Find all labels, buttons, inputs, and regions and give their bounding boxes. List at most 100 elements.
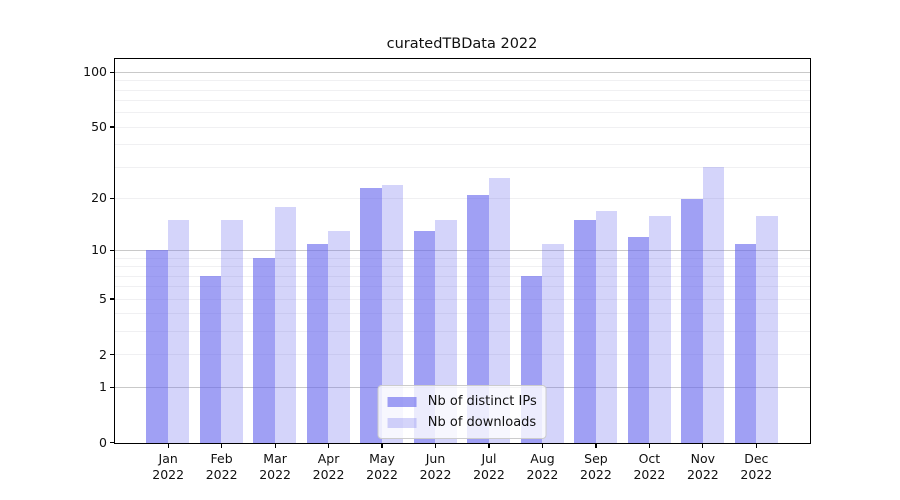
x-tick-mark xyxy=(648,444,650,448)
x-axis-tick-label-line: Jan xyxy=(158,451,178,466)
gridline-minor xyxy=(114,80,810,82)
y-tick-mark xyxy=(109,386,114,388)
y-tick-mark xyxy=(109,126,114,128)
x-tick-mark xyxy=(541,444,544,448)
legend-item: Nb of distinct IPs xyxy=(387,391,537,412)
bar-distinct-ips xyxy=(360,187,382,443)
x-axis-tick-label: Jul 2022 xyxy=(473,451,505,483)
bar-downloads xyxy=(381,184,404,443)
legend-label: Nb of downloads xyxy=(427,415,537,430)
y-axis-tick-label: 2 xyxy=(99,346,107,362)
x-axis-tick-label: Jan 2022 xyxy=(152,451,184,483)
bar-distinct-ips xyxy=(306,243,329,443)
legend-swatch-distinct-ips xyxy=(387,396,417,407)
x-axis-tick-label: Apr 2022 xyxy=(313,451,345,483)
gridline-major xyxy=(114,72,810,73)
x-axis-tick-label-line: 2022 xyxy=(633,467,666,482)
x-axis-tick-label: May 2022 xyxy=(366,451,398,483)
bar-distinct-ips xyxy=(734,243,757,443)
legend-label: Nb of distinct IPs xyxy=(427,394,537,409)
y-axis-tick-label: 5 xyxy=(99,290,107,306)
gridline-minor xyxy=(114,89,810,91)
x-axis-tick-label-line: Mar xyxy=(263,451,287,466)
x-axis-tick-label-line: Oct xyxy=(638,451,661,466)
bar-downloads xyxy=(595,210,618,443)
x-axis-tick-label-line: Jun xyxy=(425,451,446,466)
bar-downloads xyxy=(756,215,778,443)
x-tick-mark xyxy=(167,444,169,448)
gridline-minor xyxy=(114,266,810,268)
gridline-minor xyxy=(114,286,810,288)
x-tick-mark xyxy=(595,444,597,448)
chart-title: curatedTBData 2022 xyxy=(386,36,538,52)
x-axis-tick-label-line: Aug xyxy=(530,451,555,466)
bar-downloads xyxy=(167,220,190,443)
x-axis-tick-label-line: 2022 xyxy=(205,467,238,482)
gridline-minor xyxy=(114,257,810,259)
x-axis-tick-label-line: Nov xyxy=(690,451,716,466)
x-axis-tick-label-line: 2022 xyxy=(419,467,452,482)
y-tick-mark xyxy=(109,71,114,73)
x-axis-tick-label-line: Feb xyxy=(210,451,233,466)
x-tick-mark xyxy=(381,444,383,448)
gridline-minor xyxy=(114,166,810,168)
y-tick-mark xyxy=(109,298,114,300)
x-axis-tick-label-line: Apr xyxy=(317,451,340,466)
x-axis-tick-label-line: 2022 xyxy=(740,467,773,482)
x-axis-tick-label-line: Dec xyxy=(744,451,769,466)
x-axis-tick-label-line: 2022 xyxy=(366,467,398,482)
x-axis-tick-label-line: 2022 xyxy=(312,467,345,482)
bar-downloads xyxy=(542,243,564,443)
legend-item: Nb of downloads xyxy=(387,412,537,433)
bar-downloads xyxy=(328,231,350,443)
y-axis-tick-label: 100 xyxy=(83,64,107,80)
y-axis-tick-label: 50 xyxy=(91,119,107,135)
bar-distinct-ips xyxy=(467,194,489,443)
x-axis-tick-label-line: 2022 xyxy=(473,467,505,482)
x-tick-mark xyxy=(488,444,490,448)
x-tick-mark xyxy=(702,444,704,448)
x-axis-tick-label: Nov 2022 xyxy=(687,451,719,483)
x-axis-tick-label-line: 2022 xyxy=(526,467,559,482)
gridline-minor xyxy=(114,126,810,128)
y-axis-tick-label: 10 xyxy=(91,242,107,258)
x-axis-tick-label: Dec 2022 xyxy=(740,451,772,483)
y-tick-mark xyxy=(109,249,114,251)
bar-distinct-ips xyxy=(146,250,168,443)
bar-downloads xyxy=(221,220,243,443)
x-tick-mark xyxy=(434,444,437,448)
y-axis-tick-label: 20 xyxy=(91,190,107,206)
y-axis-tick-label: 0 xyxy=(99,434,107,450)
x-axis-tick-label-line: 2022 xyxy=(152,467,185,482)
gridline-minor xyxy=(114,313,810,315)
bar-downloads xyxy=(274,206,297,443)
bar-distinct-ips xyxy=(574,220,596,443)
gridline-minor xyxy=(114,100,810,102)
x-axis-tick-label-line: May xyxy=(369,451,395,466)
x-axis-tick-label: Feb 2022 xyxy=(206,451,238,483)
x-axis-tick-label: Jun 2022 xyxy=(420,451,452,483)
x-axis-tick-label: Aug 2022 xyxy=(527,451,559,483)
x-axis-tick-label-line: 2022 xyxy=(259,467,291,482)
x-tick-mark xyxy=(327,444,330,448)
y-tick-mark xyxy=(109,197,114,199)
gridline-minor xyxy=(114,112,810,114)
gridline-major xyxy=(114,250,810,252)
gridline-minor xyxy=(114,298,810,300)
gridline-minor xyxy=(114,331,810,333)
x-tick-mark xyxy=(221,444,223,448)
bar-downloads xyxy=(649,215,671,443)
x-axis-tick-label: Sep 2022 xyxy=(580,451,612,483)
x-axis-tick-label-line: Jul xyxy=(481,451,497,466)
bar-distinct-ips xyxy=(681,198,703,443)
bar-downloads xyxy=(702,167,725,443)
gridline-minor xyxy=(114,144,810,146)
legend: Nb of distinct IPs Nb of downloads xyxy=(377,385,547,439)
bar-distinct-ips xyxy=(627,237,650,443)
x-axis-tick-label: Oct 2022 xyxy=(633,451,665,483)
x-axis-tick-label-line: Sep xyxy=(584,451,608,466)
bar-distinct-ips xyxy=(253,258,275,443)
plot-area: Nb of distinct IPs Nb of downloads xyxy=(113,57,811,444)
bar-distinct-ips xyxy=(199,276,222,443)
